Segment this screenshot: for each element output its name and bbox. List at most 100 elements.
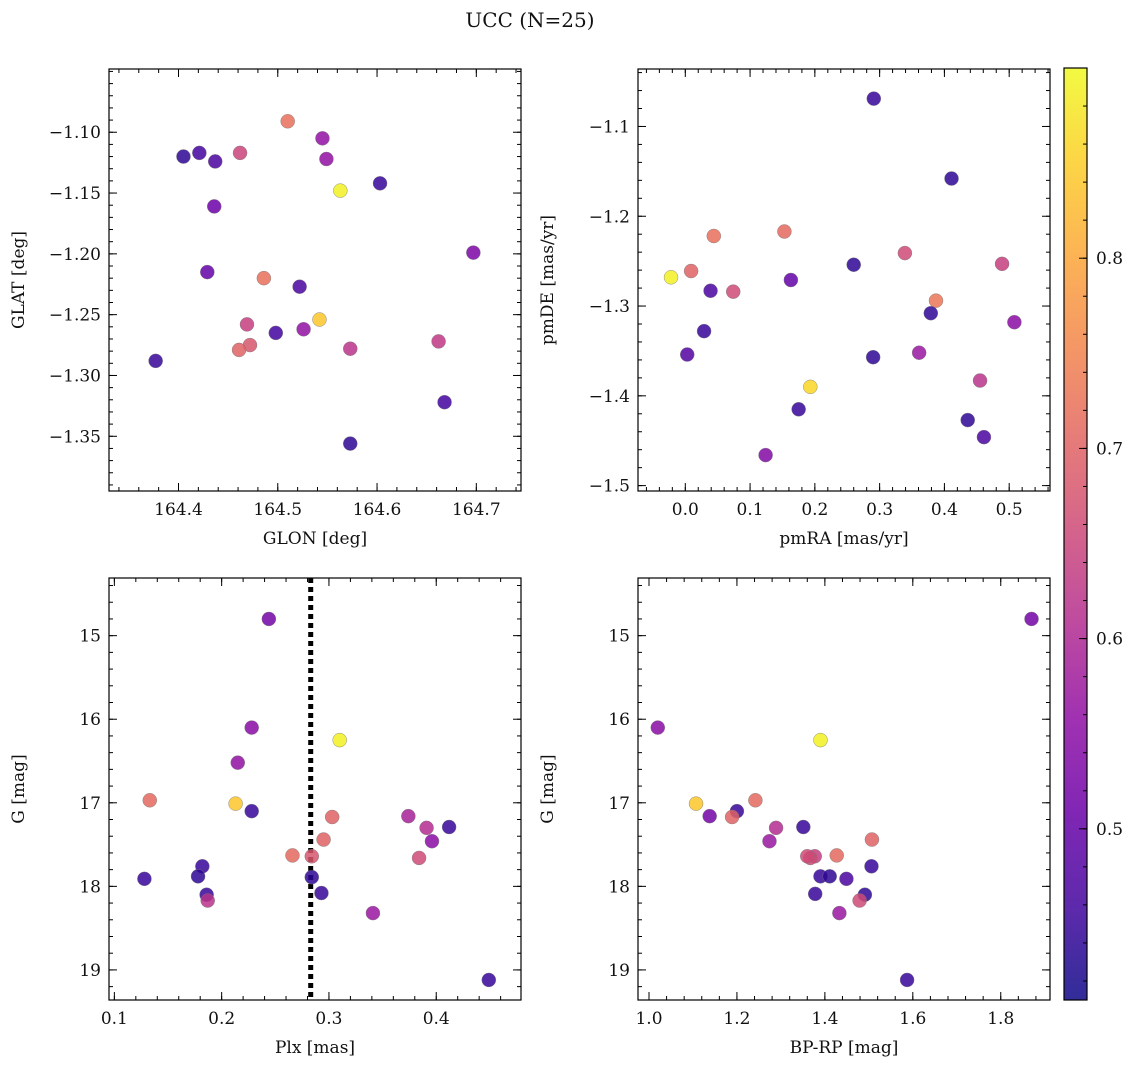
scatter-point: [148, 353, 163, 369]
scatter-point: [268, 325, 283, 341]
scatter-point: [846, 257, 861, 272]
x-tick-label: 164.4: [154, 500, 203, 520]
scatter-point: [852, 893, 867, 908]
scatter-point: [372, 176, 388, 191]
scatter-points: [137, 611, 497, 988]
scatter-point: [960, 412, 975, 428]
scatter-point: [419, 820, 434, 836]
scatter-point: [897, 245, 913, 261]
x-tick-label: 0.2: [801, 500, 828, 520]
scatter-points: [663, 91, 1022, 463]
scatter-point: [280, 114, 295, 129]
y-tick-label: −1.2: [589, 207, 630, 227]
scatter-point: [800, 849, 815, 864]
axes-frame: [637, 68, 1051, 492]
x-axis-label: pmRA [mas/yr]: [779, 529, 908, 549]
scatter-point: [726, 284, 741, 299]
y-tick-label: 17: [79, 794, 101, 814]
scatter-point: [292, 279, 307, 294]
x-tick-label: 0.4: [423, 1009, 450, 1029]
x-tick-label: 0.5: [996, 500, 1023, 520]
scatter-points: [650, 611, 1039, 988]
scatter-point: [343, 341, 358, 356]
scatter-point: [239, 317, 255, 332]
scatter-point: [832, 905, 847, 921]
scatter-point: [176, 149, 191, 164]
minor-ticks: [109, 69, 521, 491]
y-tick-label: 16: [608, 710, 630, 730]
x-tick-label: 164.7: [452, 500, 501, 520]
axes-frame: [108, 68, 522, 492]
scatter-point: [899, 972, 915, 988]
y-tick-label: −1.35: [49, 427, 101, 447]
y-tick-label: 17: [608, 794, 630, 814]
scatter-point: [316, 832, 331, 847]
y-tick-label: −1.5: [589, 477, 630, 497]
y-tick-label: 18: [608, 877, 630, 897]
x-tick-label: 1.4: [811, 1009, 838, 1029]
scatter-point: [319, 151, 334, 167]
colorbar-tick-label: 0.7: [1096, 439, 1123, 459]
scatter-point: [401, 808, 416, 824]
y-tick-label: −1.30: [49, 366, 101, 386]
scatter-point: [803, 379, 818, 395]
scatter-point: [285, 848, 300, 863]
scatter-point: [1024, 611, 1039, 627]
y-tick-label: −1.4: [589, 387, 630, 407]
x-tick-label: 0.1: [101, 1009, 128, 1029]
x-tick-label: 0.4: [931, 500, 958, 520]
scatter-point: [748, 793, 763, 808]
scatter-point: [813, 732, 828, 748]
x-tick-label: 0.3: [315, 1009, 342, 1029]
scatter-point: [976, 429, 992, 445]
scatter-point: [994, 256, 1010, 272]
scatter-point: [758, 447, 773, 463]
y-tick-label: −1.25: [49, 306, 101, 326]
minor-ticks: [638, 69, 1050, 491]
scatter-point: [261, 611, 277, 627]
x-tick-label: 1.0: [635, 1009, 662, 1029]
scatter-point: [466, 245, 481, 260]
scatter-point: [829, 848, 844, 863]
scatter-point: [200, 893, 215, 908]
scatter-point: [650, 720, 665, 735]
scatter-point: [441, 819, 457, 835]
scatter-point: [839, 871, 854, 887]
x-axis-label: BP-RP [mag]: [790, 1038, 899, 1058]
scatter-point: [777, 224, 792, 239]
y-tick-label: −1.1: [589, 117, 630, 137]
colorbar: 0.5 0.6 0.7 0.8: [1063, 67, 1123, 1001]
y-axis-label: G [mag]: [538, 754, 558, 823]
scatter-point: [724, 809, 740, 825]
x-tick-label: 0.0: [672, 500, 699, 520]
scatter-panel-4: 1.0 1.2 1.4 1.6 1.8 15 16 17 18 19 BP-RP [mag] G [m…: [538, 577, 1051, 1058]
scatter-point: [696, 323, 712, 339]
scatter-point: [208, 154, 223, 169]
scatter-point: [783, 272, 799, 288]
scatter-point: [703, 283, 718, 298]
y-tick-label: 18: [79, 877, 101, 897]
scatter-point: [192, 145, 207, 161]
scatter-point: [807, 886, 823, 902]
scatter-point: [142, 793, 157, 808]
scatter-point: [304, 869, 319, 885]
y-tick-label: 19: [79, 961, 101, 981]
panels: 164.4 164.5 164.6 164.7−1.35−1.30−1.25−1.20…: [9, 68, 1051, 1058]
x-tick-label: 0.2: [208, 1009, 235, 1029]
scatter-panel-3: 0.1 0.2 0.3 0.4 15 16 17 18 19 Plx [mas] G [mag]: [9, 577, 522, 1058]
y-tick-label: 19: [608, 961, 630, 981]
y-tick-label: −1.10: [49, 123, 101, 143]
scatter-point: [481, 972, 497, 988]
y-axis-label: G [mag]: [9, 754, 29, 823]
scatter-point: [324, 809, 340, 825]
scatter-point: [332, 732, 347, 748]
scatter-point: [314, 885, 329, 901]
y-tick-label: 15: [608, 627, 630, 647]
x-axis-label: GLON [deg]: [263, 529, 367, 549]
scatter-point: [923, 306, 939, 321]
scatter-point: [365, 905, 381, 921]
scatter-point: [702, 808, 717, 824]
scatter-point: [768, 820, 784, 836]
x-tick-label: 1.6: [899, 1009, 926, 1029]
y-tick-label: −1.20: [49, 245, 101, 265]
